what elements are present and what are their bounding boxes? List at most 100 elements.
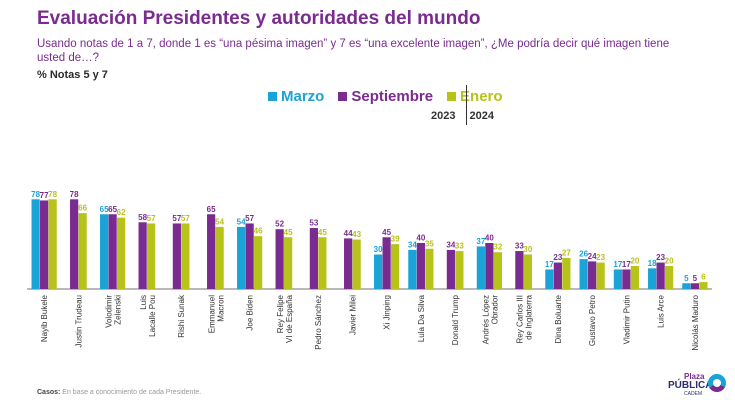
category-label-0: Nayib Bukele — [40, 294, 49, 342]
data-label-septiembre-15: 23 — [553, 253, 562, 262]
category-label-17: Vladimir Putin — [622, 295, 631, 344]
bar-enero-1 — [78, 213, 87, 289]
data-label-enero-10: 39 — [391, 235, 400, 244]
bar-marzo-6 — [237, 226, 246, 289]
data-label-enero-17: 20 — [630, 257, 639, 266]
bar-enero-19 — [699, 282, 708, 289]
category-label-1: Justin Trudeau — [74, 295, 83, 347]
data-label-enero-13: 32 — [493, 243, 502, 252]
data-label-septiembre-0: 77 — [40, 191, 49, 200]
bar-enero-0 — [48, 199, 57, 289]
data-label-enero-15: 27 — [562, 248, 571, 257]
bar-septiembre-2 — [108, 214, 117, 289]
bar-enero-17 — [630, 266, 639, 289]
category-label-10: Xi Jinping — [383, 295, 392, 330]
data-label-septiembre-14: 33 — [515, 242, 524, 251]
bar-septiembre-13 — [485, 243, 494, 289]
data-label-enero-1: 66 — [78, 204, 87, 213]
legend-item-marzo: Marzo — [268, 88, 324, 105]
category-label-2: VolodimirZelenski — [105, 295, 123, 328]
legend-swatch-enero — [447, 92, 457, 101]
data-label-septiembre-10: 45 — [382, 228, 391, 237]
data-label-enero-0: 78 — [48, 190, 57, 199]
data-label-septiembre-17: 17 — [622, 260, 631, 269]
data-label-enero-12: 33 — [455, 242, 464, 251]
category-label-9: Javier Milei — [348, 295, 357, 335]
legend-item-enero: Enero — [447, 88, 503, 105]
bar-enero-14 — [523, 254, 532, 289]
plaza-publica-logo: Plaza PÚBLICA CADEM — [664, 372, 726, 398]
footnote: Casos: En base a conocimiento de cada Pr… — [37, 389, 201, 396]
logo-top-text: Plaza — [684, 372, 705, 381]
logo-mark-icon — [708, 374, 726, 392]
data-label-marzo-0: 78 — [31, 190, 40, 199]
bar-septiembre-4 — [172, 223, 181, 289]
bar-enero-9 — [352, 239, 361, 289]
bar-marzo-17 — [613, 269, 622, 289]
logo-main-text: PÚBLICA — [668, 380, 713, 391]
data-label-septiembre-9: 44 — [344, 229, 353, 238]
data-label-septiembre-13: 40 — [485, 234, 494, 243]
data-label-marzo-16: 26 — [579, 250, 588, 259]
category-label-14: Rey Carlos IIIde Inglaterra — [516, 294, 534, 343]
category-label-15: Dina Boluarte — [554, 294, 563, 343]
chart-subtitle: Usando notas de 1 a 7, donde 1 es “una p… — [37, 38, 670, 64]
data-label-marzo-11: 34 — [408, 240, 417, 249]
bar-enero-11 — [425, 248, 434, 289]
bar-septiembre-1 — [70, 199, 79, 289]
category-label-18: Luis Arce — [657, 294, 666, 327]
category-label-5: EmmanuelMacron — [207, 295, 225, 333]
bar-septiembre-6 — [245, 223, 254, 289]
data-label-enero-7: 45 — [284, 228, 293, 237]
year-separator — [466, 85, 467, 125]
data-label-marzo-10: 30 — [374, 245, 383, 254]
bar-enero-12 — [455, 251, 464, 289]
bar-enero-13 — [493, 252, 502, 289]
category-label-3: LuisLacalle Pou — [139, 295, 157, 337]
bar-septiembre-11 — [416, 243, 425, 289]
bar-enero-8 — [318, 237, 327, 289]
data-label-enero-14: 30 — [523, 245, 532, 254]
bar-enero-7 — [284, 237, 293, 289]
bar-enero-5 — [215, 226, 224, 289]
data-label-enero-5: 54 — [215, 217, 224, 226]
category-label-19: Nicolás Maduro — [691, 294, 700, 350]
metric-label: % Notas 5 y 7 — [37, 69, 108, 81]
bar-septiembre-0 — [40, 200, 49, 289]
category-label-16: Gustavo Petro — [588, 294, 597, 346]
bar-septiembre-16 — [588, 261, 597, 289]
bar-septiembre-3 — [138, 222, 147, 289]
legend-item-septiembre: Septiembre — [338, 88, 433, 105]
data-label-septiembre-6: 57 — [245, 214, 254, 223]
data-label-septiembre-2: 65 — [108, 205, 117, 214]
bar-enero-16 — [596, 262, 605, 289]
legend-swatch-marzo — [268, 92, 277, 101]
category-label-11: Lula Da Silva — [417, 294, 426, 342]
bar-marzo-10 — [374, 254, 383, 289]
data-label-septiembre-3: 58 — [138, 213, 147, 222]
data-label-marzo-15: 17 — [545, 260, 554, 269]
category-label-7: Rey FelipeVI de España — [276, 294, 294, 343]
footnote-text: En base a conocimiento de cada President… — [62, 389, 202, 396]
legend-label-marzo: Marzo — [281, 88, 325, 105]
data-label-septiembre-1: 78 — [70, 190, 79, 199]
data-label-septiembre-7: 52 — [275, 220, 284, 229]
bar-marzo-19 — [682, 283, 691, 289]
data-label-marzo-17: 17 — [613, 260, 622, 269]
data-label-septiembre-18: 23 — [656, 253, 665, 262]
data-label-septiembre-11: 40 — [416, 234, 425, 243]
bar-septiembre-12 — [446, 249, 455, 289]
bar-septiembre-9 — [344, 238, 353, 289]
bar-septiembre-5 — [207, 214, 216, 289]
bar-marzo-15 — [545, 269, 554, 289]
chart-title: Evaluación Presidentes y autoridades del… — [37, 8, 481, 29]
data-label-septiembre-8: 53 — [309, 219, 318, 228]
data-label-septiembre-19: 5 — [693, 274, 698, 283]
bar-septiembre-15 — [553, 262, 562, 289]
bar-enero-4 — [181, 223, 190, 289]
bar-enero-6 — [254, 236, 263, 289]
data-label-septiembre-5: 65 — [207, 205, 216, 214]
data-label-septiembre-12: 34 — [446, 240, 455, 249]
data-label-marzo-19: 5 — [684, 274, 689, 283]
